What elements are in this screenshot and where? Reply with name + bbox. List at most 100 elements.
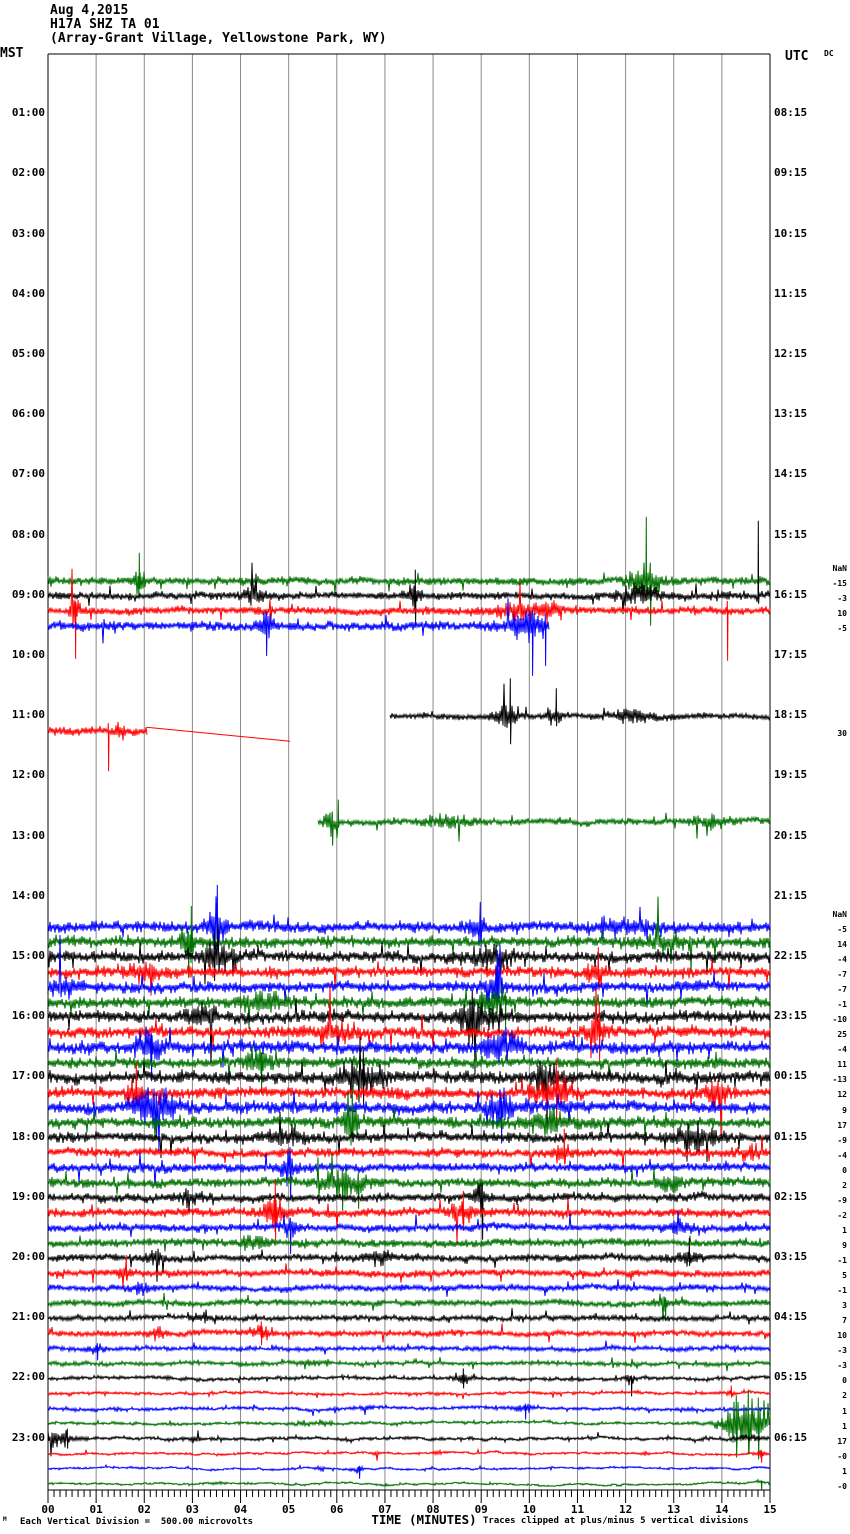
dc-value: -15 — [832, 578, 847, 588]
seismo-trace-2330-blue — [47, 1463, 771, 1479]
minute-tick-label: 05 — [282, 1503, 296, 1516]
utc-axis-label: UTC — [785, 49, 809, 64]
utc-tick-label: 16:15 — [774, 587, 808, 601]
dc-value: -13 — [832, 1075, 847, 1085]
dc-value: -4 — [837, 955, 847, 964]
mst-tick-label: 02:00 — [11, 166, 45, 180]
seismo-trace-1915-red — [47, 1178, 771, 1244]
dc-value: -0 — [837, 1481, 847, 1491]
dc-value: -1 — [837, 1256, 847, 1265]
dc-value: -10 — [832, 1015, 847, 1025]
seismo-trace-1545-green — [47, 985, 771, 1031]
mst-tick-label: 13:00 — [11, 828, 45, 842]
minute-tick-label: 09 — [474, 1503, 488, 1516]
minute-tick-label: 03 — [185, 1503, 200, 1516]
minute-tick-label: 06 — [330, 1503, 344, 1516]
seismo-trace-0915-red — [47, 568, 771, 661]
seismo-trace-0900-black — [47, 520, 771, 626]
mst-tick-label: 17:00 — [11, 1069, 45, 1083]
minute-tick-label: 13 — [667, 1503, 681, 1516]
seismo-trace-2345-green — [47, 1478, 771, 1491]
seismo-trace-1930-blue — [47, 1211, 771, 1254]
dc-value: -5 — [837, 623, 847, 633]
mst-tick-label: 21:00 — [11, 1310, 45, 1324]
utc-tick-label: 00:15 — [774, 1069, 808, 1083]
seismo-trace-2245-green — [47, 1389, 771, 1460]
mst-tick-label: 06:00 — [11, 407, 45, 421]
seismo-trace-1745-green — [47, 1084, 771, 1146]
seismo-trace-2215-red — [47, 1385, 771, 1400]
dc-value: 2 — [842, 1180, 847, 1190]
seismo-trace-2045-green — [47, 1292, 771, 1322]
seismo-trace-1500-black — [47, 924, 771, 985]
clip-note: Traces clipped at plus/minus 5 vertical … — [483, 1516, 749, 1526]
minute-tick-label: 12 — [618, 1503, 633, 1516]
dc-value: -3 — [837, 593, 847, 603]
utc-tick-label: 09:15 — [774, 166, 808, 180]
seismo-trace-1430-blue — [47, 884, 771, 950]
seismo-trace-2145-green — [47, 1357, 771, 1372]
seismo-trace-drift-red — [146, 726, 291, 742]
dc-value: -3 — [837, 1361, 847, 1371]
dc-value: 10 — [837, 1331, 847, 1341]
minute-tick-label: 02 — [137, 1503, 151, 1516]
utc-tick-label: 23:15 — [774, 1009, 808, 1023]
seismo-trace-2300-black — [47, 1428, 771, 1457]
utc-tick-label: 02:15 — [774, 1189, 808, 1203]
seismo-trace-2000-black — [47, 1237, 771, 1282]
dc-value: 11 — [837, 1060, 847, 1070]
dc-value: 5 — [842, 1271, 847, 1281]
utc-tick-label: 14:15 — [774, 467, 808, 481]
dc-value: NaN — [832, 563, 847, 573]
dc-value: -3 — [837, 1346, 847, 1356]
dc-value: -2 — [837, 1210, 847, 1220]
mst-axis-label: MST — [0, 46, 24, 61]
utc-tick-label: 19:15 — [774, 768, 808, 782]
mst-tick-label: 22:00 — [11, 1370, 45, 1384]
seismo-trace-2115-red — [47, 1321, 771, 1346]
dc-value: 14 — [837, 939, 847, 949]
utc-tick-label: 13:15 — [774, 407, 808, 421]
seismo-trace-2030-blue — [47, 1279, 771, 1297]
minute-tick-label: 15 — [763, 1503, 777, 1516]
seismo-trace-1115-red — [47, 721, 148, 772]
minute-tick-label: 08 — [426, 1503, 440, 1516]
mst-tick-label: 19:00 — [11, 1189, 45, 1203]
minute-tick-label: 14 — [715, 1503, 729, 1516]
minute-tick-label: 00 — [41, 1503, 55, 1516]
seismo-trace-1530-blue — [47, 935, 771, 1010]
dc-value: 10 — [837, 608, 847, 618]
division-note: Each Vertical Division = 500.00 microvol… — [20, 1517, 253, 1527]
utc-tick-label: 10:15 — [774, 226, 808, 240]
seismo-trace-2130-blue — [47, 1340, 771, 1361]
seismo-trace-1730-blue — [47, 1087, 771, 1152]
utc-tick-label: 11:15 — [774, 286, 808, 300]
dc-value: -9 — [837, 1135, 847, 1145]
dc-value: 30 — [837, 729, 847, 739]
minute-tick-label: 11 — [570, 1503, 585, 1516]
utc-tick-label: 12:15 — [774, 347, 808, 360]
seismo-trace-2100-black — [47, 1308, 771, 1325]
mst-tick-label: 08:00 — [11, 527, 45, 541]
seismo-trace-1515-red — [47, 947, 771, 996]
utc-tick-label: 20:15 — [774, 828, 808, 842]
mst-tick-label: 01:00 — [11, 106, 45, 120]
dc-value: -1 — [837, 1286, 847, 1296]
seismo-trace-2230-blue — [47, 1403, 771, 1420]
seismo-trace-0930-blue — [47, 598, 550, 676]
seismo-trace-1645-green — [47, 1044, 771, 1095]
dc-value: 7 — [842, 1316, 847, 1326]
mst-tick-label: 07:00 — [11, 467, 45, 481]
utc-tick-label: 21:15 — [774, 888, 808, 902]
seismo-trace-1630-blue — [47, 1026, 771, 1082]
minute-tick-label: 01 — [89, 1503, 103, 1516]
minute-tick-label: 04 — [233, 1503, 248, 1516]
utc-tick-label: 01:15 — [774, 1129, 808, 1143]
dc-value: -4 — [837, 1045, 847, 1055]
seismo-trace-1615-red — [47, 984, 771, 1063]
seismo-trace-1100-black — [389, 678, 771, 745]
station-code: H17A SHZ TA 01 — [50, 17, 160, 32]
dc-value: 9 — [842, 1240, 847, 1250]
seismo-trace-1845-green — [47, 1153, 771, 1211]
mst-tick-label: 03:00 — [11, 226, 45, 240]
